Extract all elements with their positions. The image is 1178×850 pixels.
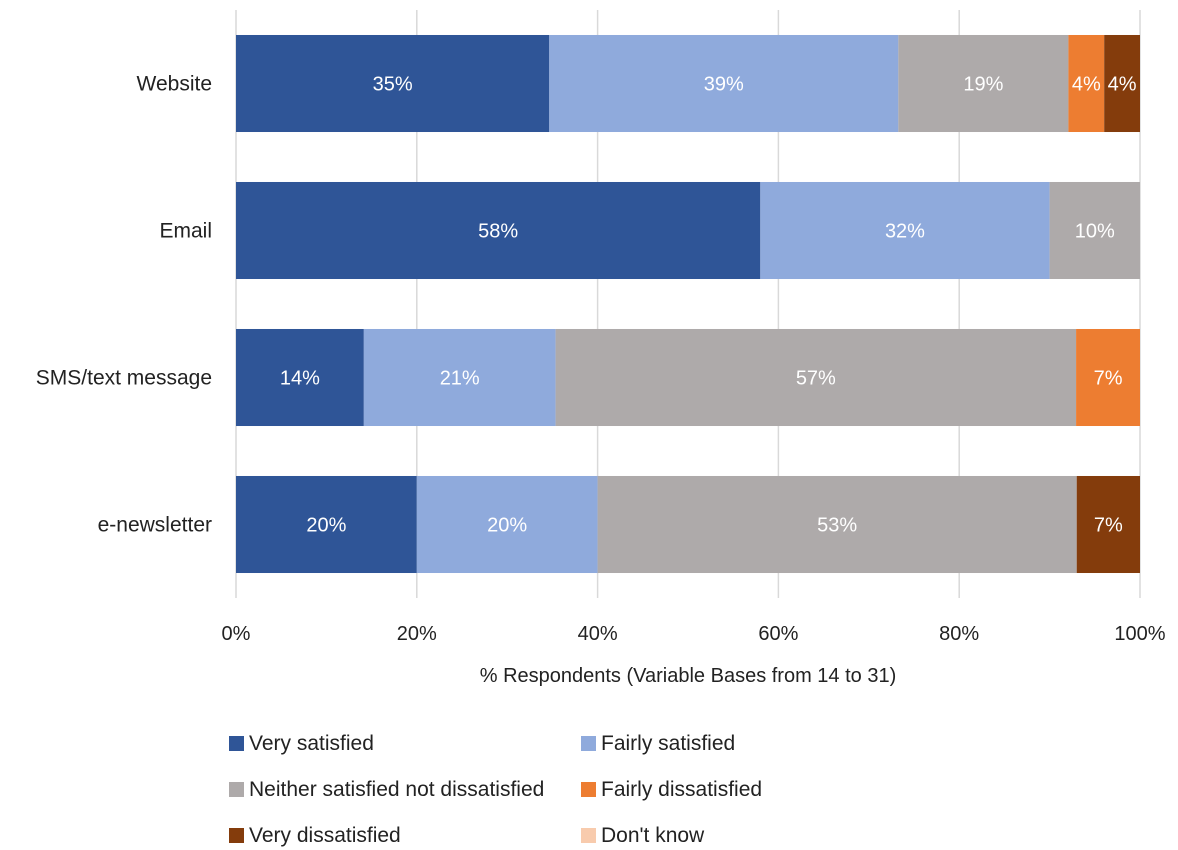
bar-segment xyxy=(760,181,1050,280)
data-label: 53% xyxy=(817,515,857,537)
data-label: 57% xyxy=(796,368,836,390)
bar-segment xyxy=(236,475,417,574)
data-label: 39% xyxy=(704,74,744,96)
data-label: 19% xyxy=(963,74,1003,96)
bar-segment xyxy=(597,475,1077,574)
bar-segment xyxy=(416,475,598,574)
bars: 35% 39% 19% 4% 4% 58% 32% 10% 14% 21% 57% 7% 20% 20% 5… xyxy=(236,34,1140,574)
legend-label: Don't know xyxy=(601,824,705,847)
data-label: 20% xyxy=(487,515,527,537)
data-label: 7% xyxy=(1094,515,1123,537)
data-label: 35% xyxy=(373,74,413,96)
bar-segment xyxy=(1076,328,1140,427)
bar-segment xyxy=(1104,34,1140,133)
x-tick-labels: 0% 20% 40% 60% 80% 100% xyxy=(222,623,1166,645)
bar-segment xyxy=(1049,181,1140,280)
bar-segment xyxy=(898,34,1069,133)
category-label: Website xyxy=(137,73,212,96)
data-label: 4% xyxy=(1072,74,1101,96)
x-tick-label: 0% xyxy=(222,623,251,645)
legend-item[interactable]: Very dissatisfied xyxy=(229,824,401,847)
bar-segment xyxy=(363,328,556,427)
legend[interactable]: Very satisfied Fairly satisfied Neither sa… xyxy=(229,732,762,847)
bar-segment xyxy=(236,34,550,133)
category-label: SMS/text message xyxy=(36,367,212,390)
data-label: 14% xyxy=(280,368,320,390)
legend-item[interactable]: Fairly dissatisfied xyxy=(581,778,762,801)
bar-segment xyxy=(1068,34,1105,133)
category-labels: Website Email SMS/text message e-newsletter xyxy=(36,73,212,537)
legend-label: Very dissatisfied xyxy=(249,824,401,847)
data-label: 32% xyxy=(885,221,925,243)
legend-item[interactable]: Don't know xyxy=(581,824,705,847)
data-label: 21% xyxy=(440,368,480,390)
category-label: e-newsletter xyxy=(98,514,212,537)
data-label: 10% xyxy=(1075,221,1115,243)
data-label: 7% xyxy=(1094,368,1123,390)
bar-segment xyxy=(236,328,364,427)
legend-item[interactable]: Very satisfied xyxy=(229,732,374,755)
category-label: Email xyxy=(159,220,212,243)
legend-item[interactable]: Neither satisfied not dissatisfied xyxy=(229,778,544,801)
legend-item[interactable]: Fairly satisfied xyxy=(581,732,735,755)
legend-swatch xyxy=(229,828,244,843)
legend-swatch xyxy=(229,782,244,797)
legend-swatch xyxy=(581,736,596,751)
x-axis-title: % Respondents (Variable Bases from 14 to… xyxy=(480,665,897,687)
data-label: 58% xyxy=(478,221,518,243)
legend-label: Fairly satisfied xyxy=(601,732,735,755)
data-label: 20% xyxy=(306,515,346,537)
x-tick-label: 60% xyxy=(758,623,798,645)
x-tick-label: 20% xyxy=(397,623,437,645)
legend-label: Fairly dissatisfied xyxy=(601,778,762,801)
bar-segment xyxy=(555,328,1077,427)
data-label: 4% xyxy=(1108,74,1137,96)
legend-swatch xyxy=(581,782,596,797)
legend-label: Neither satisfied not dissatisfied xyxy=(249,778,544,801)
legend-label: Very satisfied xyxy=(249,732,374,755)
legend-swatch xyxy=(581,828,596,843)
x-tick-label: 100% xyxy=(1114,623,1165,645)
legend-swatch xyxy=(229,736,244,751)
bar-segment xyxy=(1076,475,1140,574)
x-tick-label: 80% xyxy=(939,623,979,645)
x-tick-label: 40% xyxy=(578,623,618,645)
bar-segment xyxy=(549,34,899,133)
bar-segment xyxy=(236,181,761,280)
